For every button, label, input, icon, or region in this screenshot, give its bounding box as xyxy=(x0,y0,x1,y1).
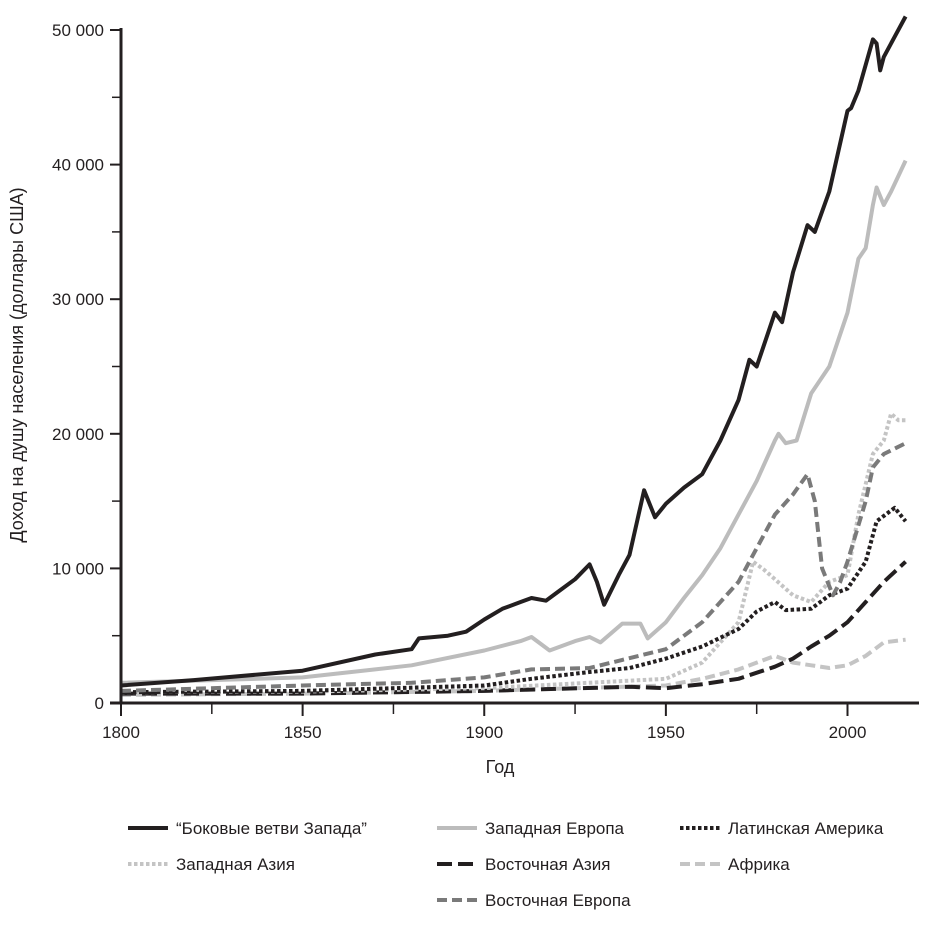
y-tick-label: 30 000 xyxy=(52,290,104,309)
x-tick-label: 1950 xyxy=(647,723,685,742)
y-tick-label: 0 xyxy=(95,694,104,713)
legend: “Боковые ветви Запада” Западная Европа Лат… xyxy=(128,819,884,910)
x-tick-label: 2000 xyxy=(829,723,867,742)
legend-label: Латинская Америка xyxy=(728,819,884,838)
axis-ticks: 1800 1850 1900 1950 2000 0 10 000 20 000 30 000 4… xyxy=(52,21,866,742)
series-line-3 xyxy=(120,411,906,695)
legend-label: Западная Европа xyxy=(485,819,625,838)
series-line-4 xyxy=(121,560,907,696)
legend-label: Западная Азия xyxy=(176,855,295,874)
y-tick-label: 50 000 xyxy=(52,21,104,40)
legend-label: Восточная Европа xyxy=(485,891,631,910)
legend-label: Африка xyxy=(728,855,790,874)
y-axis-label: Доход на душу населения (доллары США) xyxy=(7,187,27,542)
series-line-0 xyxy=(120,15,908,688)
x-axis-label: Год xyxy=(486,757,515,777)
series-line-2 xyxy=(120,505,908,695)
series-line-6 xyxy=(120,441,907,693)
plot-area xyxy=(120,15,908,697)
legend-label: Восточная Азия xyxy=(485,855,610,874)
legend-label: “Боковые ветви Запада” xyxy=(176,819,367,838)
series-line-1 xyxy=(120,159,908,685)
y-tick-label: 40 000 xyxy=(52,156,104,175)
x-tick-label: 1850 xyxy=(284,723,322,742)
x-tick-label: 1800 xyxy=(102,723,140,742)
y-tick-label: 20 000 xyxy=(52,425,104,444)
x-tick-label: 1900 xyxy=(465,723,503,742)
y-tick-label: 10 000 xyxy=(52,559,104,578)
